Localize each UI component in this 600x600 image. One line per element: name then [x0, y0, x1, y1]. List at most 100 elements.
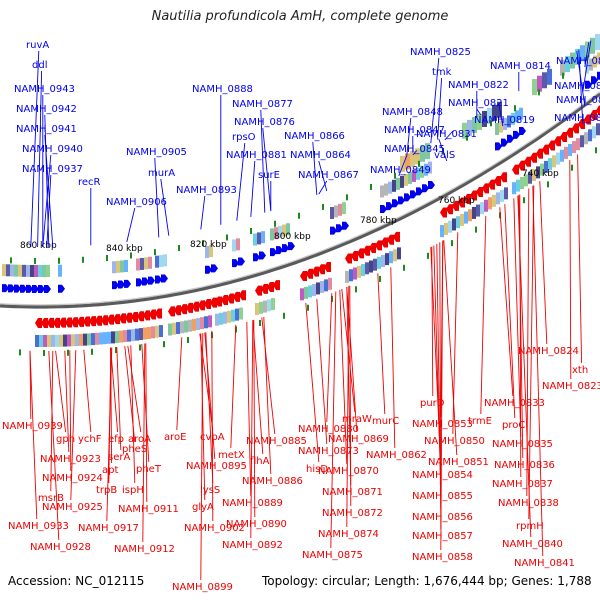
- forward-cog-block: [163, 254, 167, 267]
- forward-cog-block: [565, 56, 570, 73]
- reverse-cog-block: [43, 334, 47, 347]
- reverse-cog-block: [35, 334, 39, 347]
- forward-label-leader: [262, 127, 272, 211]
- forward-gene-label: NAMH_0864: [290, 150, 351, 161]
- reverse-gene-arrow: [192, 301, 199, 312]
- forward-gene-arrow: [38, 284, 45, 293]
- forward-cog-block: [467, 119, 472, 136]
- forward-gene-arrow: [8, 284, 15, 293]
- reverse-label-leader: [230, 324, 237, 449]
- forward-cog-block: [400, 175, 404, 188]
- reverse-cog-block: [532, 169, 536, 182]
- forward-label-leader: [398, 155, 408, 177]
- reverse-cog-block: [444, 222, 448, 235]
- green-feature-tick: [115, 347, 117, 354]
- reverse-cog-block: [500, 189, 504, 202]
- forward-cog-block: [112, 261, 116, 274]
- forward-label-leader: [37, 70, 43, 248]
- reverse-gene-label: NAMH_0838: [498, 498, 559, 509]
- reverse-gene-arrow: [560, 132, 567, 143]
- reverse-cog-block: [397, 247, 401, 260]
- reverse-gene-label: apt: [102, 465, 118, 476]
- reverse-gene-arrow: [312, 266, 319, 277]
- scale-label: 820 kbp: [190, 240, 227, 250]
- scale-label: 740 kbp: [522, 169, 559, 179]
- reverse-gene-label: trmE: [468, 416, 492, 427]
- reverse-label-leader: [513, 198, 522, 438]
- forward-cog-block: [425, 143, 430, 160]
- forward-gene-arrow: [501, 138, 508, 147]
- green-feature-tick: [91, 348, 93, 355]
- scale-label: 800 kbp: [274, 232, 311, 242]
- reverse-gene-arrow: [375, 240, 382, 251]
- reverse-gene-arrow: [239, 290, 246, 301]
- forward-label-leader: [437, 77, 443, 140]
- reverse-cog-block: [385, 253, 389, 266]
- reverse-cog-block: [200, 317, 204, 330]
- reverse-cog-block: [304, 286, 308, 299]
- forward-gene-arrow: [44, 284, 51, 293]
- reverse-gene-arrow: [113, 314, 120, 325]
- reverse-label-leader: [55, 350, 67, 433]
- forward-gene-arrow: [410, 190, 417, 199]
- reverse-gene-arrow: [345, 253, 352, 264]
- reverse-gene-arrow: [41, 317, 48, 328]
- forward-gene-label: murA: [148, 168, 175, 179]
- reverse-cog-block: [456, 216, 460, 229]
- forward-gene-arrow: [282, 244, 289, 253]
- reverse-cog-block: [596, 123, 600, 136]
- reverse-gene-label: NAMH_0872: [322, 508, 383, 519]
- reverse-cog-block: [552, 155, 556, 168]
- scale-label: 780 kbp: [360, 216, 397, 226]
- green-feature-tick: [250, 228, 252, 235]
- forward-cog-block: [274, 227, 278, 240]
- reverse-cog-block: [544, 160, 548, 173]
- reverse-cog-block: [188, 319, 192, 332]
- reverse-label-leader: [528, 185, 535, 520]
- forward-cog-block: [120, 260, 124, 273]
- reverse-gene-arrow: [267, 282, 274, 293]
- forward-gene-arrow: [330, 226, 337, 235]
- forward-gene-arrow: [232, 259, 239, 268]
- reverse-cog-block: [580, 135, 584, 148]
- reverse-cog-block: [176, 322, 180, 335]
- reverse-gene-label: metX: [218, 450, 245, 461]
- reverse-gene-arrow: [470, 190, 477, 201]
- scale-label: 860 kbp: [20, 241, 57, 251]
- reverse-gene-arrow: [500, 172, 507, 183]
- reverse-gene-arrow: [387, 234, 394, 245]
- forward-gene-label: NAMH_0806: [554, 113, 600, 124]
- reverse-gene-label: NAMH_0856: [412, 512, 473, 523]
- reverse-gene-label: gph: [56, 434, 75, 445]
- reverse-gene-arrow: [210, 297, 217, 308]
- green-feature-tick: [538, 89, 540, 96]
- reverse-cog-block: [255, 302, 259, 315]
- reverse-gene-label: NAMH_0911: [118, 504, 179, 515]
- green-feature-tick: [586, 55, 588, 62]
- forward-cog-block: [415, 148, 420, 165]
- green-feature-tick: [466, 134, 468, 141]
- reverse-gene-arrow: [488, 179, 495, 190]
- reverse-label-leader: [252, 320, 264, 455]
- reverse-cog-block: [320, 280, 324, 293]
- green-feature-tick: [370, 183, 372, 190]
- forward-gene-arrow: [422, 184, 429, 193]
- forward-gene-arrow: [288, 242, 295, 251]
- reverse-gene-arrow: [155, 308, 162, 319]
- forward-cog-block: [547, 68, 552, 85]
- reverse-cog-block: [180, 321, 184, 334]
- reverse-gene-label: NAMH_0875: [302, 550, 363, 561]
- green-feature-tick: [571, 164, 573, 171]
- reverse-gene-label: NAMH_0873: [298, 446, 359, 457]
- green-feature-tick: [58, 257, 60, 264]
- forward-label-leader: [46, 174, 52, 247]
- reverse-cog-block: [504, 187, 508, 200]
- forward-gene-arrow: [507, 134, 514, 143]
- reverse-cog-block: [381, 254, 385, 267]
- forward-gene-arrow: [519, 127, 526, 136]
- reverse-label-leader: [142, 343, 146, 543]
- reverse-cog-block: [588, 129, 592, 142]
- reverse-cog-block: [147, 326, 151, 339]
- reverse-cog-block: [79, 333, 83, 346]
- green-feature-tick: [34, 257, 36, 264]
